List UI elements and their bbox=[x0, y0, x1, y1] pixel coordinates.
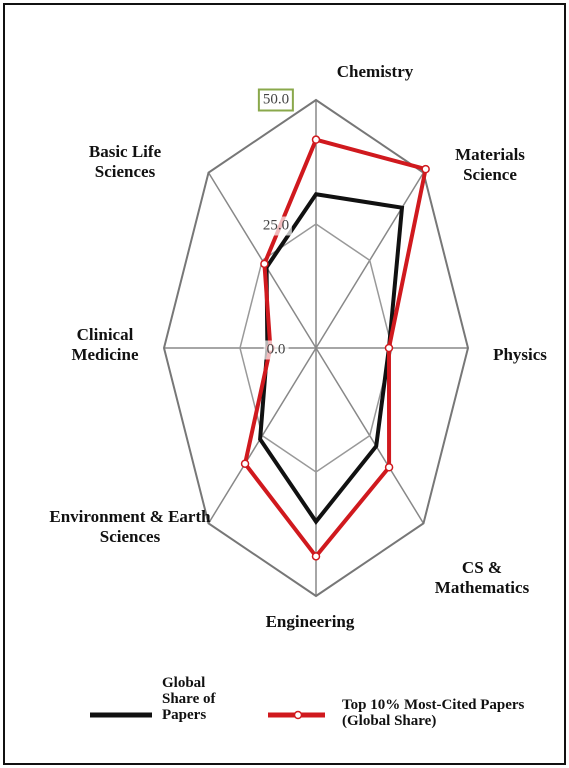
tick-label: 50.0 bbox=[257, 88, 295, 112]
marker bbox=[421, 164, 430, 174]
category-label: Engineering bbox=[265, 612, 355, 631]
category-label: Chemistry bbox=[336, 62, 414, 81]
marker bbox=[384, 343, 394, 353]
grid-ring bbox=[239, 223, 393, 473]
frame bbox=[3, 3, 566, 765]
marker bbox=[311, 552, 321, 561]
marker bbox=[260, 259, 269, 269]
grid-ring bbox=[162, 98, 470, 598]
legend-marker bbox=[293, 710, 303, 720]
legend-label: Global Share of Papers bbox=[162, 675, 216, 723]
tick-label: 0.0 bbox=[263, 340, 289, 360]
marker bbox=[240, 459, 250, 468]
category-label: Materials Science bbox=[455, 145, 525, 184]
category-label: Physics bbox=[493, 345, 547, 364]
marker bbox=[311, 135, 321, 144]
tick-label: 25.0 bbox=[259, 216, 293, 236]
category-label: CS & Mathematics bbox=[434, 558, 530, 597]
legend-label: Top 10% Most-Cited Papers (Global Share) bbox=[342, 697, 525, 729]
category-label: Basic Life Sciences bbox=[88, 142, 162, 181]
category-label: Clinical Medicine bbox=[71, 325, 139, 364]
category-label: Environment & Earth Sciences bbox=[49, 507, 211, 546]
marker bbox=[384, 462, 394, 472]
